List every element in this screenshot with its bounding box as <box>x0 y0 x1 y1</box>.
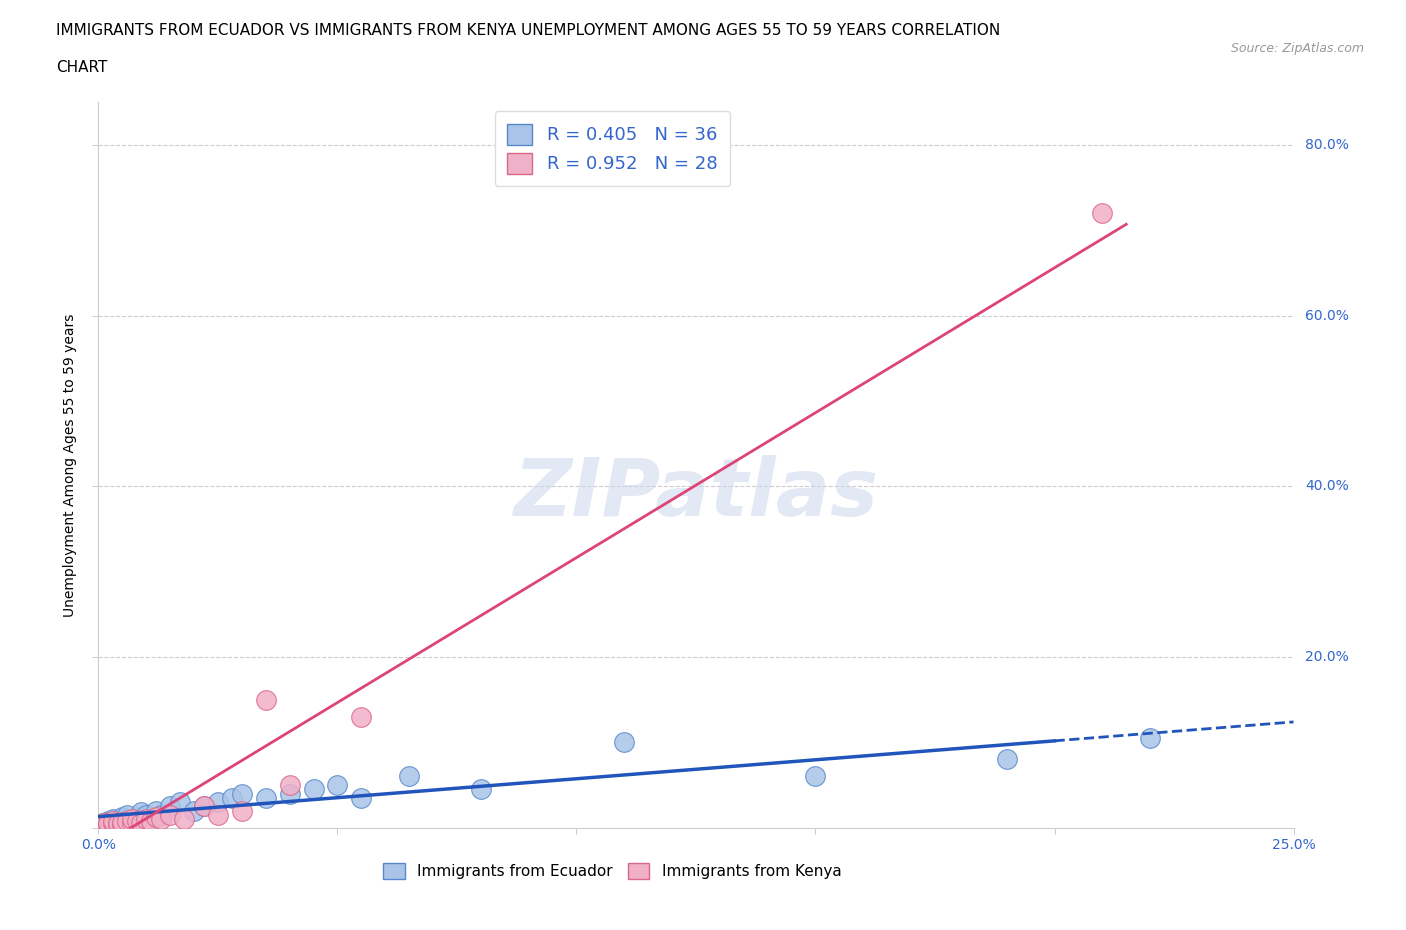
Point <box>159 799 181 814</box>
Text: 80.0%: 80.0% <box>1305 138 1350 152</box>
Point <box>91 817 114 832</box>
Point <box>613 735 636 750</box>
Point <box>131 804 153 819</box>
Point <box>470 782 492 797</box>
Text: 20.0%: 20.0% <box>1305 650 1350 664</box>
Point <box>97 815 120 830</box>
Point <box>149 807 172 822</box>
Text: 40.0%: 40.0% <box>1305 479 1350 493</box>
Point <box>101 815 124 830</box>
Point <box>804 769 827 784</box>
Point <box>326 777 349 792</box>
Point <box>125 814 148 829</box>
Point <box>111 817 134 832</box>
Point <box>231 804 253 818</box>
Point <box>193 799 215 814</box>
Point <box>207 807 229 822</box>
Point <box>207 794 229 809</box>
Point <box>107 816 129 830</box>
Point <box>254 790 277 805</box>
Legend: Immigrants from Ecuador, Immigrants from Kenya: Immigrants from Ecuador, Immigrants from… <box>377 857 848 885</box>
Point <box>121 816 143 830</box>
Point <box>121 814 143 829</box>
Point <box>115 812 138 827</box>
Point <box>111 810 134 825</box>
Text: Source: ZipAtlas.com: Source: ZipAtlas.com <box>1230 42 1364 55</box>
Point <box>101 814 124 829</box>
Point <box>1091 206 1114 220</box>
Point <box>145 810 167 825</box>
Point <box>183 804 205 818</box>
Text: CHART: CHART <box>56 60 108 75</box>
Point <box>995 752 1018 767</box>
Point <box>101 812 124 827</box>
Point <box>221 790 243 805</box>
Point <box>278 777 301 792</box>
Point <box>145 804 167 818</box>
Point <box>97 817 120 831</box>
Point <box>111 815 134 830</box>
Point <box>350 710 373 724</box>
Point <box>107 817 129 831</box>
Text: 60.0%: 60.0% <box>1305 309 1350 323</box>
Point <box>139 812 162 827</box>
Y-axis label: Unemployment Among Ages 55 to 59 years: Unemployment Among Ages 55 to 59 years <box>63 313 77 617</box>
Point <box>121 812 143 827</box>
Point <box>107 814 129 829</box>
Point <box>135 807 157 822</box>
Point <box>173 812 195 827</box>
Point <box>97 817 120 831</box>
Point <box>107 815 129 830</box>
Point <box>101 816 124 830</box>
Text: IMMIGRANTS FROM ECUADOR VS IMMIGRANTS FROM KENYA UNEMPLOYMENT AMONG AGES 55 TO 5: IMMIGRANTS FROM ECUADOR VS IMMIGRANTS FR… <box>56 23 1001 38</box>
Point <box>193 799 215 814</box>
Point <box>115 814 138 829</box>
Point <box>278 786 301 801</box>
Point <box>91 816 114 830</box>
Point <box>350 790 373 805</box>
Point <box>149 812 172 827</box>
Point <box>91 816 114 830</box>
Point <box>135 812 157 827</box>
Point <box>231 786 253 801</box>
Text: ZIPatlas: ZIPatlas <box>513 455 879 533</box>
Point <box>169 794 191 809</box>
Point <box>125 810 148 825</box>
Point <box>1139 731 1161 746</box>
Point <box>302 782 325 797</box>
Point <box>131 815 153 830</box>
Point <box>97 814 120 829</box>
Point <box>111 815 134 830</box>
Point <box>398 769 420 784</box>
Point <box>115 807 138 822</box>
Point <box>139 814 162 829</box>
Point <box>254 692 277 707</box>
Point <box>159 807 181 822</box>
